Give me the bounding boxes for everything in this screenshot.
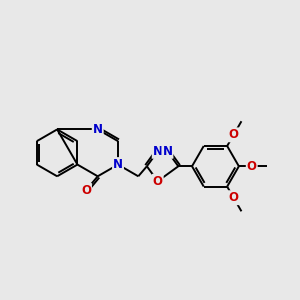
Text: N: N xyxy=(113,158,123,171)
Text: O: O xyxy=(247,160,257,173)
Text: N: N xyxy=(93,123,103,136)
Text: O: O xyxy=(229,128,238,141)
Text: O: O xyxy=(81,184,91,197)
Text: O: O xyxy=(229,191,238,204)
Text: O: O xyxy=(153,175,163,188)
Text: N: N xyxy=(162,145,172,158)
Text: N: N xyxy=(153,145,163,158)
